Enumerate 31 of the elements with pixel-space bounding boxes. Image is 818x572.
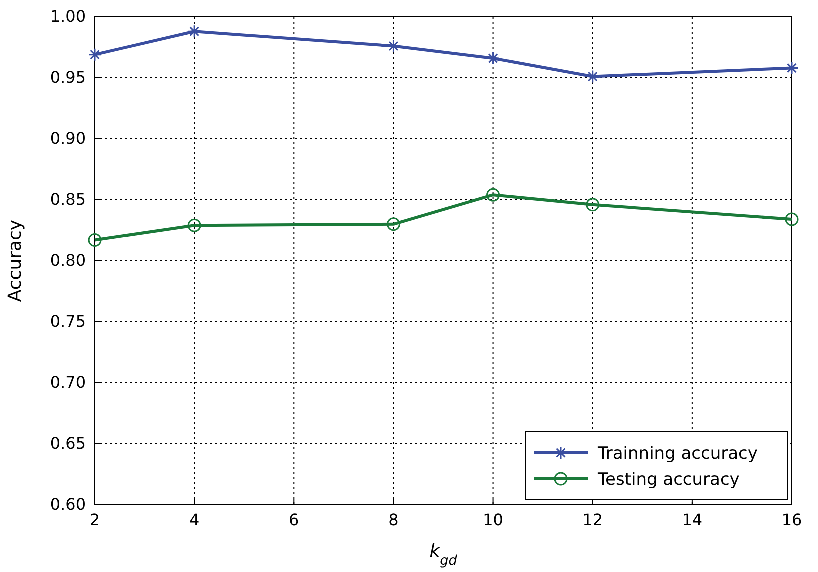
point bbox=[785, 61, 799, 75]
x-axis-title: k$_{gd}$ bbox=[430, 541, 458, 569]
y-tick-label: 0.75 bbox=[50, 312, 86, 332]
x-tick-label: 10 bbox=[483, 510, 504, 530]
x-tick-label: 14 bbox=[682, 510, 703, 530]
y-tick-label: 0.65 bbox=[50, 434, 86, 454]
x-tick-label: 16 bbox=[782, 510, 802, 530]
legend-label: Trainning accuracy bbox=[597, 444, 758, 464]
x-tick-label: 2 bbox=[90, 510, 100, 530]
point bbox=[88, 234, 102, 248]
x-tick-label: 12 bbox=[582, 510, 604, 530]
x-tick-label: 8 bbox=[388, 510, 399, 530]
point bbox=[586, 198, 600, 212]
point bbox=[88, 48, 102, 62]
point bbox=[386, 218, 400, 232]
y-tick-label: 0.70 bbox=[50, 373, 86, 392]
point bbox=[486, 52, 500, 66]
y-tick-label: 0.95 bbox=[50, 68, 86, 88]
y-tick-label: 0.80 bbox=[50, 251, 86, 270]
y-tick-label: 0.60 bbox=[50, 495, 86, 514]
x-tick-label: 4 bbox=[189, 510, 200, 530]
point bbox=[785, 212, 799, 226]
point bbox=[486, 188, 500, 202]
y-tick-label: 0.85 bbox=[50, 190, 86, 210]
y-axis-title: Accuracy bbox=[5, 220, 26, 302]
x-tick-label: 6 bbox=[289, 510, 300, 530]
y-tick-label: 1.00 bbox=[50, 7, 86, 26]
point bbox=[188, 218, 202, 232]
legend-label: Testing accuracy bbox=[597, 470, 740, 490]
y-tick-label: 0.90 bbox=[50, 129, 86, 148]
point bbox=[188, 24, 202, 38]
